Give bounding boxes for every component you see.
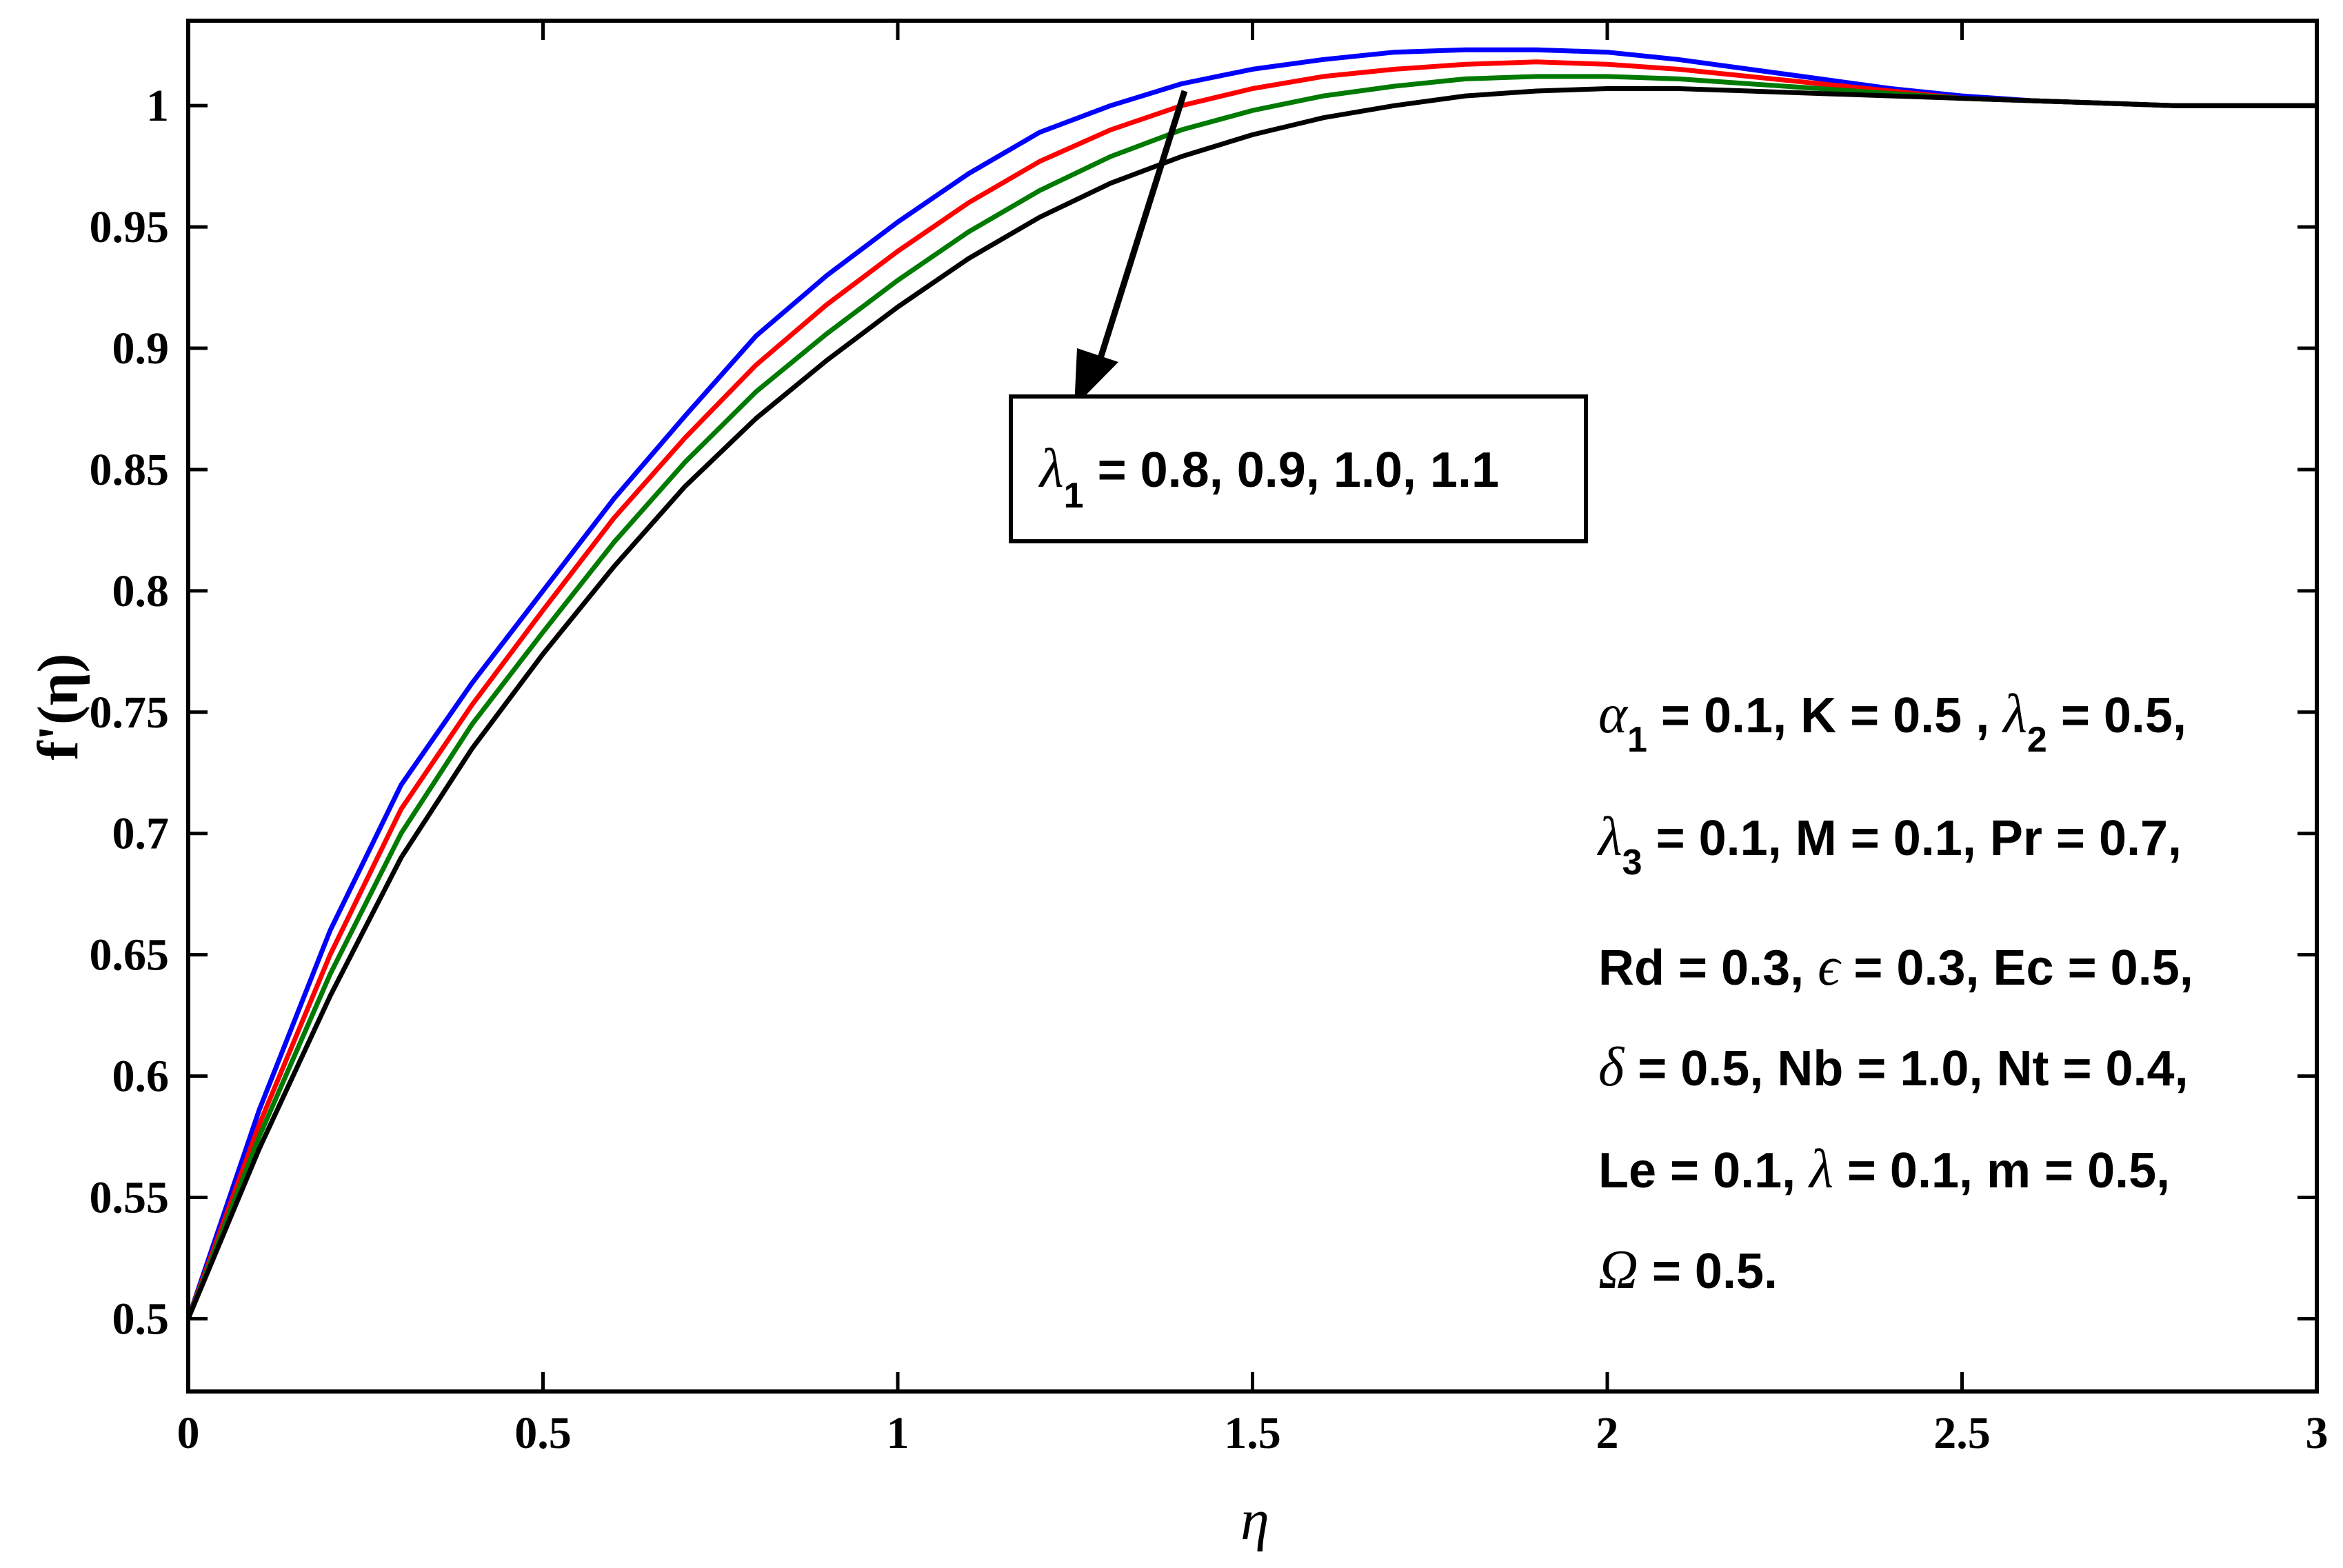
x-tick-label: 3 (2306, 1408, 2329, 1458)
param-line-5: Le = 0.1, λ = 0.1, m = 0.5, (1598, 1139, 2170, 1200)
plot-area-frame (186, 19, 2319, 1394)
y-tick-label: 0.65 (90, 930, 170, 981)
x-tick-label: 1.5 (1224, 1408, 1281, 1458)
lambda1-box-label: λ1 = 0.8, 0.9, 1.0, 1.1 (1038, 439, 1499, 516)
y-tick-label: 0.7 (112, 809, 170, 859)
lambda1-annotation: λ1 = 0.8, 0.9, 1.0, 1.1 (1009, 90, 1588, 543)
y-tick-label: 0.75 (90, 687, 170, 738)
tick-labels: 0 0.5 1 1.5 2 2.5 3 0.5 0.55 0.6 0.65 0.7 0.75 0.8 0.8… (90, 81, 2329, 1458)
annotation-arrow-shaft (1094, 90, 1188, 368)
y-tick-label: 0.85 (90, 445, 170, 495)
y-tick-label: 1 (146, 81, 169, 131)
y-tick-label: 0.8 (112, 566, 170, 616)
parameter-annotation: α1 = 0.1, K = 0.5 , λ2 = 0.5, λ3 = 0.1, … (1597, 684, 2193, 1300)
param-line-4: δ = 0.5, Nb = 1.0, Nt = 0.4, (1598, 1037, 2189, 1098)
param-line-3: Rd = 0.3, ϵ = 0.3, Ec = 0.5, (1598, 936, 2193, 997)
param-line-2: λ3 = 0.1, M = 0.1, Pr = 0.7, (1597, 807, 2182, 883)
series-line-4 (185, 86, 2317, 1320)
lambda1-box (1009, 394, 1588, 543)
x-axis-label: η (1240, 1488, 1269, 1552)
x-tick-label: 0.5 (514, 1408, 572, 1458)
x-tick-label: 2 (1596, 1408, 1619, 1458)
annotation-arrow-head (1074, 348, 1118, 407)
y-axis-label: f'(η) (26, 654, 90, 761)
x-tick-label: 0 (177, 1408, 200, 1458)
y-tick-label: 0.6 (112, 1052, 170, 1102)
y-tick-label: 0.95 (90, 202, 170, 252)
x-tick-label: 2.5 (1933, 1408, 1991, 1458)
x-tick-label: 1 (887, 1408, 909, 1458)
y-tick-label: 0.55 (90, 1173, 170, 1223)
y-tick-label: 0.9 (112, 323, 170, 374)
param-line-1: α1 = 0.1, K = 0.5 , λ2 = 0.5, (1598, 684, 2186, 760)
param-line-6: Ω = 0.5. (1598, 1240, 1778, 1300)
series-lines (185, 47, 2317, 1320)
y-tick-label: 0.5 (112, 1294, 170, 1344)
